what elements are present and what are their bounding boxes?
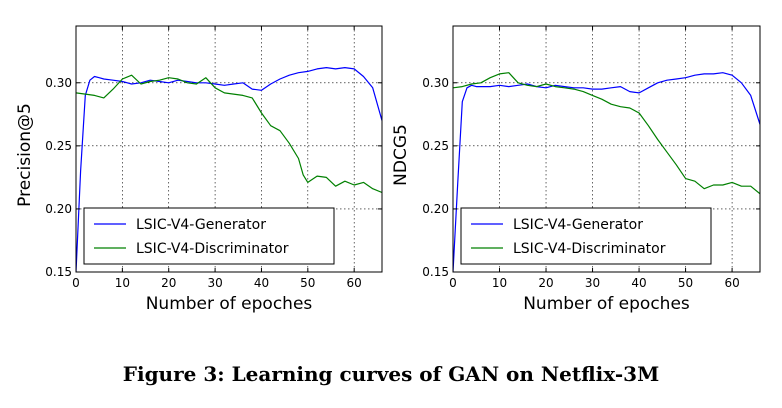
legend-label: LSIC-V4-Discriminator: [513, 241, 666, 257]
series-line: [453, 72, 760, 272]
x-tick-label: 40: [631, 276, 646, 290]
x-tick-label: 30: [207, 276, 222, 290]
legend-box: [460, 207, 712, 265]
legend-label: LSIC-V4-Generator: [513, 217, 643, 233]
y-axis-label: NDCG5: [391, 124, 411, 186]
x-axis-label: Number of epoches: [146, 294, 313, 314]
y-tick-label: 0.15: [422, 265, 449, 279]
x-tick-label: 30: [585, 276, 600, 290]
x-tick-label: 50: [300, 276, 315, 290]
x-tick-label: 60: [347, 276, 362, 290]
series-line: [76, 66, 382, 272]
x-tick-label: 10: [492, 276, 507, 290]
y-tick-label: 0.30: [422, 76, 449, 90]
series-line: [76, 74, 382, 194]
x-tick-label: 20: [538, 276, 553, 290]
ndcg-chart: 0 10 20 30 40 50 60 0.15 0.20 0.25 0.30 Number of e…: [391, 25, 761, 314]
figure-caption: Figure 3: Learning curves of GAN on Netf…: [122, 362, 660, 386]
y-tick-label: 0.15: [45, 265, 72, 279]
x-tick-label: 40: [254, 276, 269, 290]
plot-frame: [452, 25, 761, 273]
x-tick-label: 50: [678, 276, 693, 290]
y-axis-label: Precision@5: [15, 103, 35, 207]
learning-curves-figure: 0 10 20 30 40 50 60 0.15 0.20 0.25 0.30 Number of e…: [15, 25, 761, 314]
x-tick-label: 0: [72, 276, 80, 290]
legend-label: LSIC-V4-Discriminator: [136, 241, 289, 257]
y-tick-label: 0.25: [45, 139, 72, 153]
x-axis-label: Number of epoches: [523, 294, 690, 314]
x-tick-label: 20: [161, 276, 176, 290]
x-tick-label: 0: [449, 276, 457, 290]
legend-box: [83, 207, 335, 265]
x-tick-label: 60: [724, 276, 739, 290]
y-tick-label: 0.20: [45, 202, 72, 216]
x-tick-label: 10: [115, 276, 130, 290]
legend-label: LSIC-V4-Generator: [136, 217, 266, 233]
y-tick-label: 0.30: [45, 76, 72, 90]
series-line: [453, 72, 760, 195]
y-tick-label: 0.20: [422, 202, 449, 216]
precision-chart: 0 10 20 30 40 50 60 0.15 0.20 0.25 0.30 Number of e…: [15, 25, 383, 314]
plot-frame: [75, 25, 383, 273]
y-tick-label: 0.25: [422, 139, 449, 153]
